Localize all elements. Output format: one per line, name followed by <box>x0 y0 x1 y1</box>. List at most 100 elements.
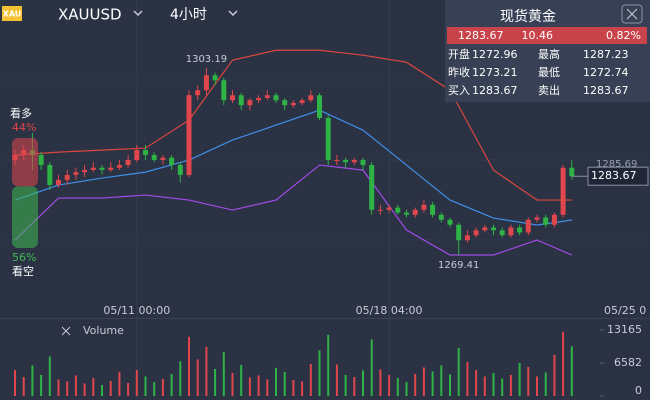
volume-bar <box>553 354 556 396</box>
volume-bar <box>422 367 425 396</box>
close-volume[interactable] <box>61 326 71 336</box>
volume-bar <box>527 366 530 396</box>
candle-body <box>273 95 279 101</box>
candle-body <box>247 100 253 106</box>
volume-bar <box>570 346 573 396</box>
volume-bar <box>196 359 199 396</box>
candle-body <box>377 209 383 211</box>
candle-body <box>499 230 505 236</box>
quote-label: 买入 <box>448 84 470 97</box>
price-tag: 1285.69 <box>596 159 637 170</box>
candle-body <box>543 217 549 225</box>
candle-body <box>64 174 70 180</box>
candle-body <box>325 117 331 160</box>
candle-body <box>430 204 436 215</box>
candle-body <box>134 150 140 160</box>
candle-body <box>560 167 566 215</box>
volume-bar <box>127 382 130 396</box>
candle-body <box>230 95 235 101</box>
candle-body <box>395 207 401 213</box>
candle-body <box>90 167 96 170</box>
volume-bar <box>457 347 460 396</box>
volume-bar <box>14 369 16 396</box>
candle-body <box>195 90 201 96</box>
candle-body <box>508 227 514 236</box>
last-price: 1283.67 <box>591 169 637 182</box>
volume-bar <box>562 331 565 396</box>
candle-body <box>551 214 557 225</box>
volume-bar <box>92 377 95 396</box>
volume-bar <box>544 372 547 396</box>
quote-title: 现货黄金 <box>500 8 556 25</box>
candle-body <box>82 169 88 173</box>
volume-bar <box>440 365 443 396</box>
volume-bar <box>275 367 277 396</box>
candle-body <box>369 164 375 210</box>
volume-bar <box>57 379 60 396</box>
volume-bar <box>327 334 330 396</box>
volume-bar <box>48 356 51 396</box>
candle-body <box>438 214 444 220</box>
symbol[interactable]: XAUUSD <box>58 6 122 24</box>
quote-value: 1273.21 <box>472 66 518 79</box>
volume-bar <box>292 379 295 396</box>
bear-label: 看空 <box>12 264 34 278</box>
volume-bar <box>188 336 190 396</box>
candle-body <box>569 167 575 177</box>
candle-body <box>186 95 192 175</box>
band-line <box>14 109 572 226</box>
candle-body <box>351 159 357 163</box>
symbol-dropdown[interactable] <box>133 10 143 17</box>
volume-bar <box>266 379 269 396</box>
volume-tick-label: 13165 <box>607 323 642 336</box>
volume-bar <box>83 383 86 396</box>
candle-body <box>47 164 53 185</box>
timeframe-dropdown[interactable] <box>228 10 238 17</box>
volume-bar <box>344 374 347 396</box>
band-line <box>14 49 572 201</box>
volume-bar <box>205 346 208 396</box>
volume-bar <box>396 377 399 396</box>
candle-body <box>264 95 270 98</box>
quote-change-pct: 0.82% <box>606 29 641 42</box>
candle-body <box>177 164 183 175</box>
volume-bar <box>353 376 356 396</box>
volume-bar <box>135 369 138 396</box>
candle-body <box>116 164 122 168</box>
volume-bar <box>257 375 260 396</box>
timeframe[interactable]: 4小时 <box>170 7 207 23</box>
volume-bar <box>283 371 286 396</box>
candle-body <box>412 209 418 215</box>
candle-body <box>473 230 479 236</box>
candle-body <box>99 167 105 170</box>
candle-body <box>108 167 114 170</box>
volume-bar <box>144 376 147 396</box>
volume-bar <box>118 371 121 396</box>
volume-bar <box>31 365 34 396</box>
x-tick-label: 05/18 04:00 <box>356 304 423 317</box>
volume-bar <box>475 369 478 396</box>
candle-body <box>447 219 453 225</box>
candle-body <box>203 75 209 91</box>
symbol-icon <box>2 6 22 21</box>
volume-tick-label: 0 <box>635 384 642 397</box>
candle-body <box>73 172 79 175</box>
volume-bar <box>379 369 382 396</box>
volume-bar <box>153 381 156 396</box>
candle-body <box>525 219 531 233</box>
close-panel[interactable] <box>621 4 643 24</box>
volume-bar <box>109 380 112 396</box>
volume-bar <box>22 376 25 396</box>
volume-bar <box>179 361 182 396</box>
band-line <box>14 164 573 256</box>
candle-body <box>212 75 218 81</box>
quote-value: 1272.74 <box>583 66 629 79</box>
extreme-label: 1269.41 <box>438 260 479 271</box>
candle-body <box>317 95 322 118</box>
extreme-label: 1303.19 <box>186 54 227 65</box>
candle-body <box>491 227 496 231</box>
quote-value: 1287.23 <box>583 48 629 61</box>
volume-bar <box>301 381 304 396</box>
volume-bar <box>240 364 243 396</box>
